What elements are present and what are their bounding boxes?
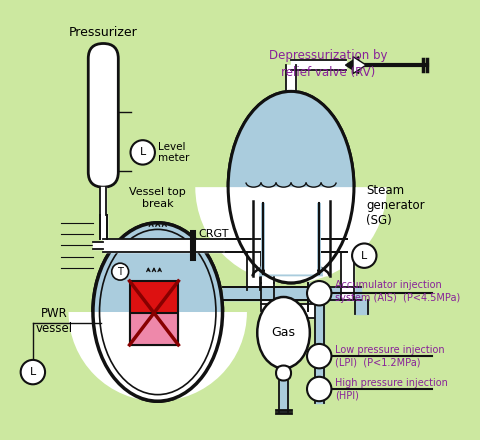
Circle shape: [21, 360, 45, 384]
Polygon shape: [353, 57, 366, 73]
Circle shape: [112, 263, 129, 280]
Text: Pressurizer: Pressurizer: [69, 26, 138, 39]
Bar: [130, 281, 179, 345]
Circle shape: [352, 243, 376, 268]
Ellipse shape: [93, 223, 223, 401]
Circle shape: [307, 281, 331, 305]
Polygon shape: [346, 57, 359, 73]
Text: L: L: [30, 367, 36, 377]
Text: Gas: Gas: [272, 326, 296, 339]
Circle shape: [131, 140, 155, 165]
Wedge shape: [251, 236, 331, 276]
Text: Accumulator injection
system (AIS)  (P<4.5MPa): Accumulator injection system (AIS) (P<4.…: [335, 280, 460, 303]
FancyBboxPatch shape: [88, 44, 118, 187]
Text: PWR
vessel: PWR vessel: [36, 308, 73, 335]
Ellipse shape: [228, 92, 354, 283]
Wedge shape: [265, 248, 317, 275]
Text: Depressurization by
relief valve (RV): Depressurization by relief valve (RV): [269, 49, 388, 79]
Text: Vessel top
break: Vessel top break: [129, 187, 186, 209]
Text: High pressure injection
(HPI): High pressure injection (HPI): [335, 378, 448, 400]
Text: T: T: [117, 267, 123, 277]
Ellipse shape: [257, 297, 310, 368]
Circle shape: [307, 344, 331, 368]
Ellipse shape: [228, 92, 354, 283]
FancyBboxPatch shape: [276, 366, 291, 381]
Bar: [265, 203, 317, 275]
Text: L: L: [361, 251, 367, 260]
Text: Level
meter: Level meter: [158, 142, 189, 163]
Circle shape: [307, 377, 331, 401]
Bar: [130, 313, 179, 345]
Text: Low pressure injection
(LPI)  (P<1.2MPa): Low pressure injection (LPI) (P<1.2MPa): [335, 345, 445, 367]
Text: CRGT: CRGT: [198, 229, 228, 239]
Wedge shape: [195, 187, 387, 283]
Wedge shape: [259, 244, 323, 276]
Ellipse shape: [93, 223, 223, 401]
Text: Steam
generator
(SG): Steam generator (SG): [366, 184, 425, 227]
Bar: [261, 203, 321, 276]
Wedge shape: [69, 312, 247, 401]
Bar: [251, 201, 331, 276]
Text: L: L: [140, 147, 146, 158]
